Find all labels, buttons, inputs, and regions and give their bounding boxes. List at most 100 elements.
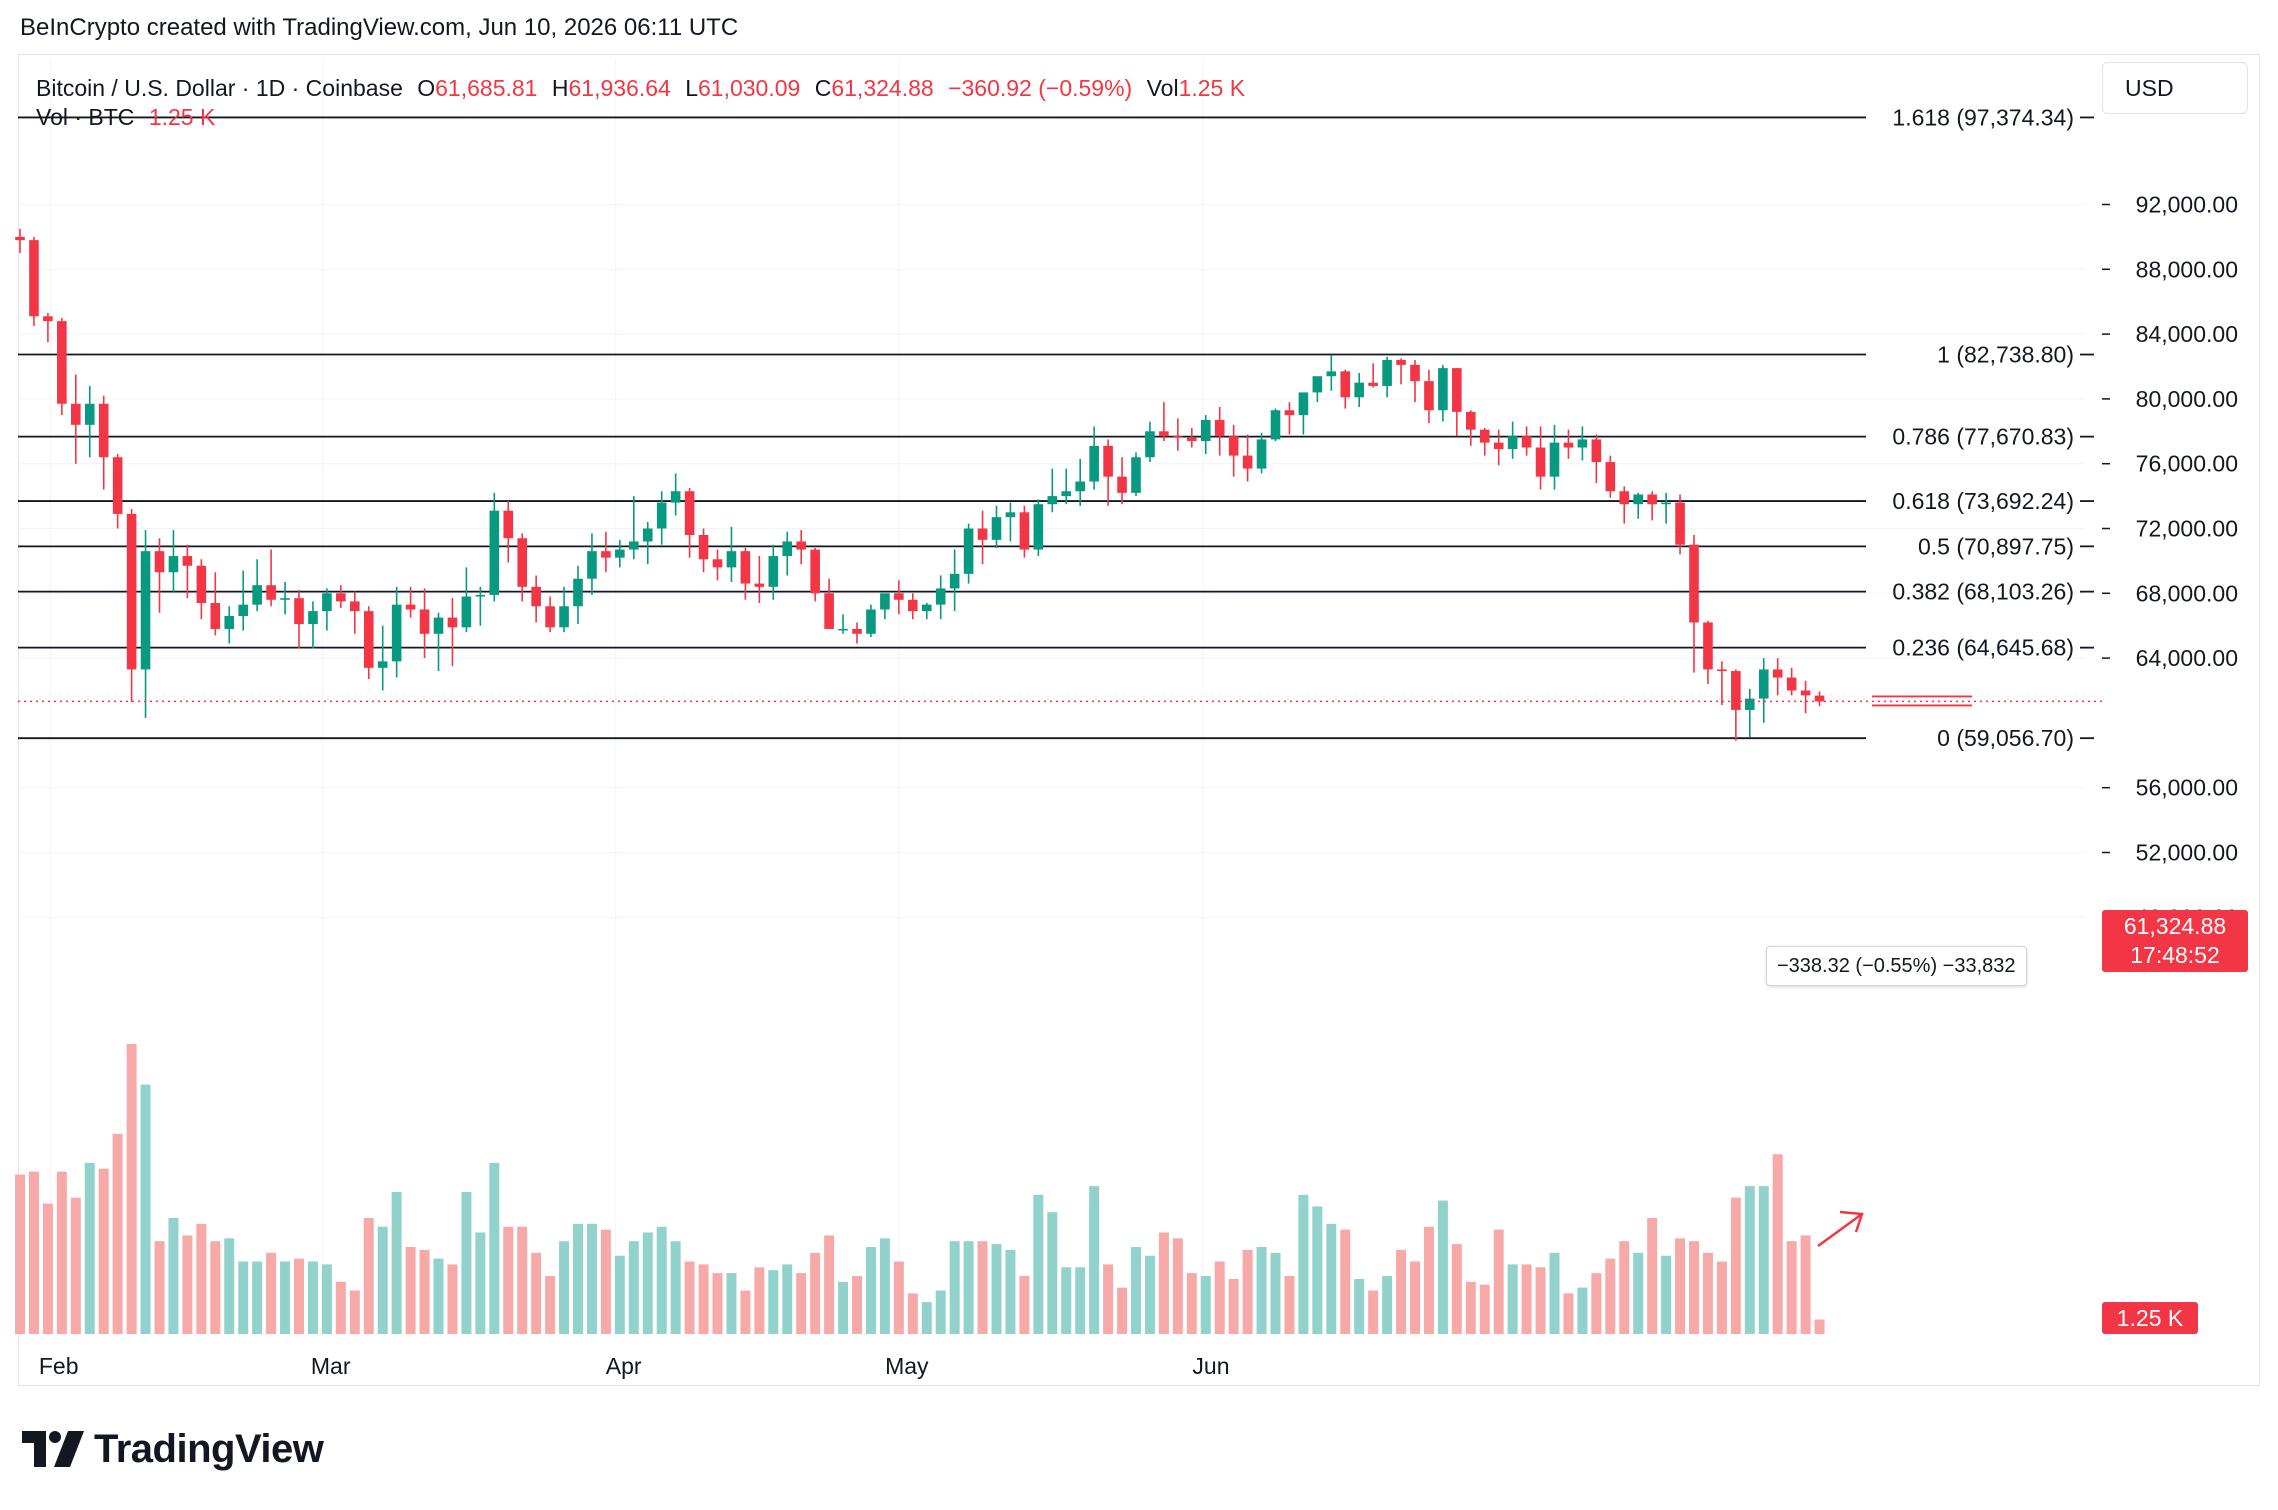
legend-high: 61,936.64 [568, 75, 671, 101]
volume-bar [545, 1276, 556, 1334]
candle-body [615, 549, 625, 558]
chart-frame[interactable] [18, 54, 2260, 1386]
candle-body [308, 611, 318, 625]
volume-bar [126, 1044, 137, 1334]
candle-body [517, 538, 527, 587]
candle-body [1521, 436, 1532, 448]
volume-bar [1103, 1264, 1114, 1334]
candle-layer [15, 228, 1825, 741]
volume-bar [70, 1197, 81, 1334]
volume-bar [1228, 1278, 1239, 1334]
volume-bar [196, 1223, 207, 1334]
tradingview-logo[interactable]: TradingView [22, 1424, 324, 1474]
volume-bar [852, 1276, 862, 1334]
currency-button[interactable]: USD [2102, 62, 2248, 114]
candle-body [908, 599, 918, 612]
volume-series-value: 1.25 K [148, 104, 216, 130]
time-axis-tick-label: Feb [39, 1353, 79, 1379]
candle-body [1800, 690, 1811, 696]
candle-body [1228, 436, 1239, 456]
candle-body [1396, 360, 1406, 365]
volume-bar [433, 1258, 444, 1334]
volume-bar [419, 1249, 430, 1334]
candle-body [1354, 382, 1364, 398]
price-axis-tick-label: 68,000.00 [2136, 580, 2238, 606]
volume-bar [1689, 1241, 1699, 1334]
candle-body [405, 604, 416, 610]
candle-body [489, 510, 500, 595]
volume-bar [475, 1232, 486, 1334]
volume-bar [1242, 1249, 1253, 1334]
volume-bar [1410, 1261, 1420, 1334]
volume-bar [349, 1290, 360, 1334]
candle-body [740, 551, 751, 584]
header-credit: BeInCrypto created with TradingView.com,… [20, 14, 739, 41]
volume-legend: Vol · BTC 1.25 K [36, 104, 215, 131]
volume-bar [1423, 1226, 1434, 1334]
volume-bar [977, 1241, 988, 1334]
candle-body [1340, 371, 1351, 398]
volume-bar [698, 1264, 709, 1334]
volume-bar [1800, 1235, 1811, 1334]
volume-bar [1619, 1241, 1630, 1334]
price-axis-tick-label: 88,000.00 [2136, 256, 2238, 282]
volume-bar [377, 1226, 388, 1334]
bar-countdown: 17:48:52 [2130, 942, 2220, 968]
fib-level-label: 0.382 (68,103.26) [1892, 579, 2074, 605]
candle-body [1131, 457, 1141, 493]
fib-retracement[interactable]: 1.618 (97,374.34) 1 (82,738.80) 0.786 (77,… [18, 104, 2094, 751]
candle-body [1368, 382, 1378, 386]
volume-bar [1814, 1319, 1825, 1334]
volume-bar [42, 1203, 53, 1334]
volume-bar [447, 1264, 458, 1334]
price-axis-tick-label: 84,000.00 [2136, 321, 2238, 347]
volume-bar [1772, 1154, 1783, 1334]
volume-bar [754, 1267, 765, 1334]
volume-bar [391, 1191, 402, 1334]
time-axis-tick-label: May [885, 1353, 929, 1379]
candle-body [1312, 376, 1323, 393]
candle-body [1256, 439, 1267, 469]
candle-body [1591, 439, 1602, 463]
last-price-badge: 61,324.88 17:48:52 [2102, 910, 2248, 972]
volume-bar [517, 1226, 528, 1334]
candle-body [126, 513, 137, 670]
candle-body [1772, 669, 1783, 678]
candle-body [1089, 445, 1099, 482]
candle-body [810, 549, 820, 594]
legend-low: 61,030.09 [698, 75, 801, 101]
volume-bar [56, 1171, 67, 1334]
volume-bar [1117, 1287, 1128, 1334]
volume-bar [1256, 1247, 1267, 1334]
price-axis[interactable]: 92,000.00 88,000.00 84,000.00 80,000.00 76,0… [2102, 192, 2238, 931]
volume-bar [238, 1261, 249, 1334]
volume-bar [656, 1226, 667, 1334]
fib-level-label: 0.5 (70,897.75) [1918, 533, 2074, 559]
legend-close: 61,324.88 [831, 75, 934, 101]
candle-body [391, 604, 402, 662]
candle-body [1005, 512, 1016, 518]
candle-body [991, 517, 1002, 540]
volume-bar [586, 1223, 597, 1334]
candle-body [559, 606, 569, 628]
grid-layer [18, 58, 2085, 1334]
candle-body [866, 609, 876, 634]
candle-body [1605, 462, 1616, 492]
volume-bar [1563, 1293, 1574, 1334]
candle-body [210, 603, 221, 629]
legend-close-label: C [814, 75, 832, 101]
volume-bar [1214, 1261, 1225, 1334]
candle-body [838, 628, 848, 631]
volume-bar [1172, 1238, 1183, 1334]
volume-bar [363, 1218, 374, 1334]
volume-bar [307, 1261, 318, 1334]
candle-body [447, 617, 458, 628]
time-axis[interactable]: Feb Mar Apr May Jun [39, 1353, 1230, 1379]
volume-bar [768, 1270, 779, 1334]
candle-body [1479, 429, 1490, 443]
volume-bar [670, 1241, 681, 1334]
candle-body [1075, 481, 1085, 492]
volume-bar [1591, 1273, 1602, 1334]
volume-bar [1158, 1232, 1169, 1334]
